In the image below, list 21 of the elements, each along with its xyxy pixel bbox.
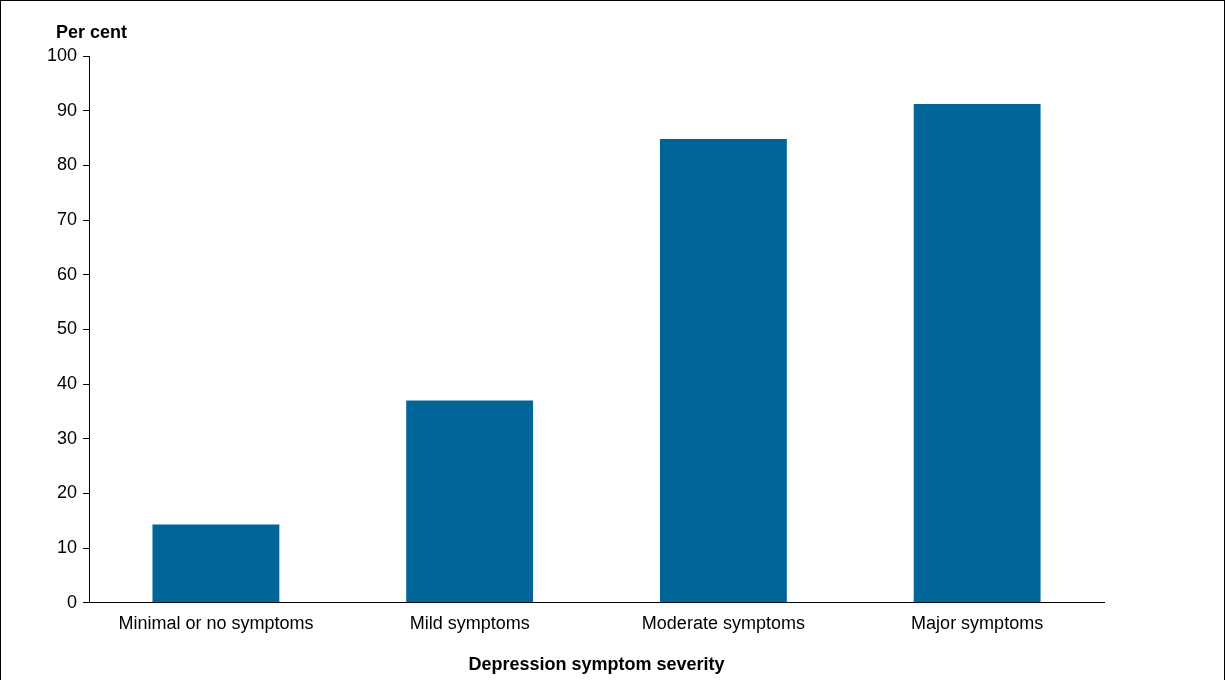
y-tick-label: 20 <box>57 482 78 503</box>
bar <box>659 139 787 603</box>
bar <box>406 400 534 603</box>
bar <box>913 104 1041 603</box>
y-tick-label: 90 <box>57 99 78 120</box>
y-tick-label: 70 <box>57 209 78 230</box>
y-tick-label: 10 <box>57 537 78 558</box>
x-axis-title: Depression symptom severity <box>468 654 725 675</box>
y-tick-label: 0 <box>67 591 78 612</box>
y-tick-label: 50 <box>57 318 78 339</box>
x-tick-label: Major symptoms <box>911 612 1044 633</box>
y-tick-label: 40 <box>57 373 78 394</box>
y-tick-label: 60 <box>57 263 78 284</box>
y-tick-label: 100 <box>46 44 78 65</box>
y-tick-label: 30 <box>57 427 78 448</box>
x-tick-label: Moderate symptoms <box>641 612 805 633</box>
x-tick-label: Minimal or no symptoms <box>118 612 314 633</box>
y-tick-label: 80 <box>57 154 78 175</box>
y-axis-title: Per cent <box>56 21 128 42</box>
bar <box>152 524 280 603</box>
x-tick-label: Mild symptoms <box>409 612 530 633</box>
